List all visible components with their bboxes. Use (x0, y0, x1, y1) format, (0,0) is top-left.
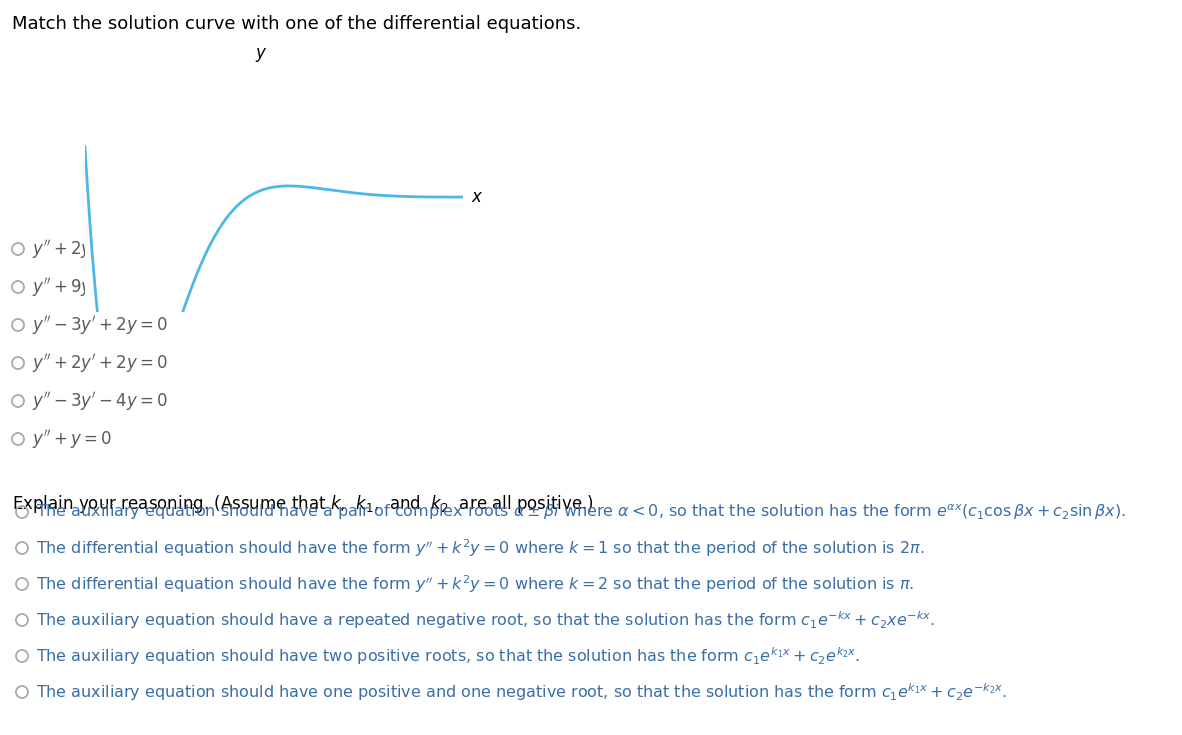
Text: $y'' + 2y' + 2y = 0$: $y'' + 2y' + 2y = 0$ (32, 351, 168, 375)
Text: $y'' - 3y' + 2y = 0$: $y'' - 3y' + 2y = 0$ (32, 314, 168, 337)
Text: The differential equation should have the form $y'' + k^2y = 0$ where $k = 1$ so: The differential equation should have th… (35, 537, 924, 559)
Text: The auxiliary equation should have two positive roots, so that the solution has : The auxiliary equation should have two p… (35, 645, 860, 667)
Text: The auxiliary equation should have a pair of complex roots $\alpha \pm \beta i$ : The auxiliary equation should have a pai… (35, 502, 1125, 522)
Text: The auxiliary equation should have a repeated negative root, so that the solutio: The auxiliary equation should have a rep… (35, 609, 935, 631)
Text: $y'' + 9y = 0$: $y'' + 9y = 0$ (32, 276, 123, 298)
Text: Explain your reasoning. (Assume that $k$,  $k_1$,  and  $k_2$  are all positive.: Explain your reasoning. (Assume that $k$… (12, 493, 593, 515)
Text: $y'' + y = 0$: $y'' + y = 0$ (32, 428, 112, 451)
Text: $x$: $x$ (470, 187, 483, 206)
Text: The differential equation should have the form $y'' + k^2y = 0$ where $k = 2$ so: The differential equation should have th… (35, 573, 914, 595)
Text: $y$: $y$ (255, 46, 267, 64)
Text: Match the solution curve with one of the differential equations.: Match the solution curve with one of the… (12, 15, 582, 33)
Text: The auxiliary equation should have one positive and one negative root, so that t: The auxiliary equation should have one p… (35, 681, 1007, 703)
Text: $y'' - 3y' - 4y = 0$: $y'' - 3y' - 4y = 0$ (32, 390, 168, 412)
Text: $y'' + 2y' + y = 0$: $y'' + 2y' + y = 0$ (32, 237, 157, 260)
